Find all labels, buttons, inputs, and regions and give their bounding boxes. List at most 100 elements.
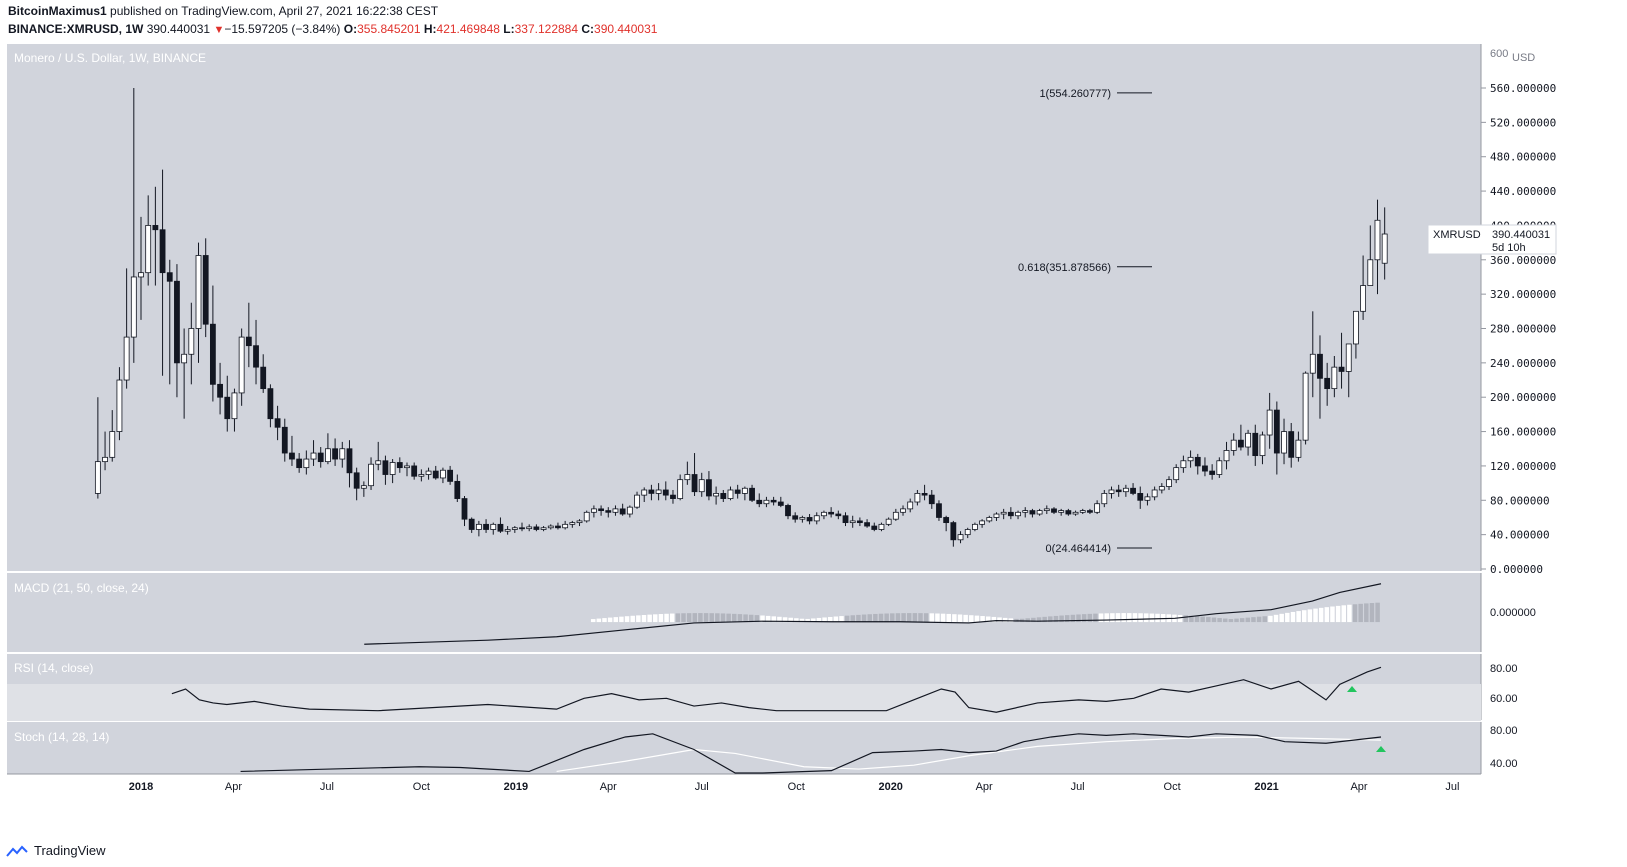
candle-body bbox=[634, 494, 640, 508]
price-axis-labels: 560.000000 520.000000 480.000000 440.000000… bbox=[1481, 82, 1556, 576]
macd-histogram-bar bbox=[935, 613, 940, 623]
candle-body bbox=[1345, 343, 1352, 372]
close-value: 390.440031 bbox=[594, 22, 658, 36]
macd-histogram-bar bbox=[884, 613, 889, 623]
macd-histogram-bar bbox=[624, 616, 630, 623]
current-price-value: 390.440031 bbox=[1492, 229, 1550, 241]
candle-body bbox=[1295, 439, 1302, 458]
candle-body bbox=[1216, 460, 1223, 475]
candle-body bbox=[806, 517, 813, 522]
macd-histogram-bar bbox=[1127, 613, 1132, 623]
candle-body bbox=[706, 479, 712, 497]
candle-body bbox=[1273, 409, 1280, 454]
price-axis-top-label: 600 bbox=[1490, 48, 1508, 60]
current-price-label[interactable]: XMRUSD 390.440031 5d 10h bbox=[1427, 224, 1557, 255]
macd-histogram-bar bbox=[681, 613, 686, 623]
candle-body bbox=[519, 527, 525, 530]
price-axis-label: 360.000000 bbox=[1490, 254, 1556, 267]
candle-body bbox=[885, 518, 892, 525]
candle-body bbox=[325, 448, 331, 463]
candle-body bbox=[1252, 432, 1259, 457]
candle-body bbox=[864, 522, 870, 527]
chart-background bbox=[7, 44, 1481, 800]
candle-body bbox=[1266, 409, 1273, 436]
footer-brand[interactable]: TradingView bbox=[6, 843, 106, 858]
macd-histogram-bar bbox=[653, 614, 658, 623]
price-axis-label: 480.000000 bbox=[1490, 151, 1556, 164]
candle-body bbox=[914, 493, 921, 503]
macd-histogram-bar bbox=[619, 616, 624, 623]
candle-body bbox=[102, 456, 108, 463]
candle-body bbox=[900, 508, 906, 513]
price-axis-label: 80.000000 bbox=[1490, 494, 1550, 507]
price-axis-label: 320.000000 bbox=[1490, 288, 1556, 301]
macd-histogram-bar bbox=[737, 614, 743, 623]
candle-body bbox=[461, 498, 468, 520]
rsi-axis-label-60: 60.00 bbox=[1490, 693, 1518, 705]
open-label: O: bbox=[343, 22, 358, 36]
candle-body bbox=[964, 529, 971, 536]
candle-body bbox=[878, 523, 885, 530]
candle-body bbox=[828, 511, 835, 515]
candle-body bbox=[986, 517, 993, 522]
candle-body bbox=[1108, 489, 1115, 494]
candle-body bbox=[1022, 510, 1029, 513]
candle-body bbox=[274, 418, 281, 428]
candle-body bbox=[936, 503, 942, 518]
candle-body bbox=[957, 534, 964, 541]
time-axis-label: Jul bbox=[320, 781, 334, 793]
macd-histogram-bar bbox=[878, 613, 884, 623]
candle-body bbox=[1000, 511, 1007, 515]
macd-histogram-bar bbox=[771, 616, 777, 623]
macd-histogram-bar bbox=[1318, 607, 1324, 623]
macd-histogram-bar bbox=[833, 616, 839, 623]
macd-histogram-bar bbox=[1031, 617, 1036, 623]
time-axis-label: Apr bbox=[1350, 781, 1367, 793]
macd-histogram-bar bbox=[1098, 613, 1104, 623]
macd-histogram-bar bbox=[1228, 619, 1234, 623]
macd-histogram-bar bbox=[1048, 616, 1053, 623]
candle-body bbox=[856, 520, 863, 524]
macd-histogram-bar bbox=[1042, 616, 1047, 623]
candle-body bbox=[1367, 259, 1374, 286]
candle-body bbox=[404, 465, 410, 469]
macd-histogram-bar bbox=[822, 617, 827, 623]
candle-body bbox=[238, 336, 245, 394]
candle-body bbox=[1374, 219, 1381, 261]
candle-body bbox=[583, 511, 590, 522]
candle-body bbox=[511, 527, 518, 530]
candle-body bbox=[1288, 431, 1295, 458]
candle-body bbox=[691, 474, 698, 493]
rsi-axis-label-80: 80.00 bbox=[1490, 663, 1518, 675]
macd-histogram-bar bbox=[1036, 617, 1042, 623]
candle-body bbox=[1137, 493, 1144, 501]
macd-histogram-bar bbox=[1375, 602, 1380, 623]
macd-histogram-bar bbox=[923, 613, 929, 623]
price-axis-label: 0.000000 bbox=[1490, 563, 1543, 576]
macd-histogram-bar bbox=[895, 613, 901, 623]
macd-histogram-bar bbox=[816, 617, 822, 623]
price-axis-label: 520.000000 bbox=[1490, 116, 1556, 129]
macd-histogram-bar bbox=[1002, 617, 1008, 623]
candle-body bbox=[317, 452, 324, 463]
macd-histogram-bar bbox=[754, 615, 760, 623]
candle-body bbox=[741, 487, 748, 494]
candle-body bbox=[1173, 467, 1180, 481]
candle-body bbox=[217, 383, 223, 398]
macd-histogram-bar bbox=[1121, 613, 1126, 623]
candle-body bbox=[1007, 511, 1014, 517]
macd-histogram-bar bbox=[1104, 613, 1109, 623]
candle-body bbox=[382, 460, 389, 475]
macd-histogram-bar bbox=[985, 616, 991, 623]
macd-histogram-bar bbox=[641, 614, 647, 623]
author-name[interactable]: BitcoinMaximus1 bbox=[8, 4, 107, 18]
candle-body bbox=[303, 458, 310, 469]
candle-body bbox=[1353, 310, 1359, 345]
macd-histogram-bar bbox=[720, 613, 726, 623]
macd-histogram-bar bbox=[1110, 613, 1115, 623]
macd-histogram-bar bbox=[1053, 615, 1059, 623]
candle-body bbox=[713, 493, 720, 497]
macd-histogram-bar bbox=[777, 616, 782, 623]
rsi-indicator bbox=[171, 666, 1382, 713]
